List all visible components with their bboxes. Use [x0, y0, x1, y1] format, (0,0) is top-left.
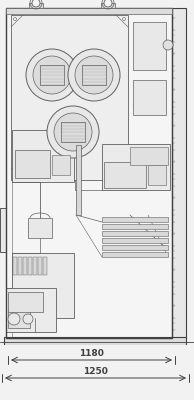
Bar: [12, 130, 74, 182]
Bar: [6, 288, 56, 332]
Bar: [28, 218, 52, 238]
Circle shape: [33, 56, 71, 94]
Bar: [28, 257, 32, 275]
Circle shape: [32, 0, 40, 7]
Bar: [15, 150, 50, 178]
Bar: [102, 231, 168, 236]
Bar: [102, 144, 170, 190]
Bar: [12, 253, 74, 318]
Text: 1180: 1180: [79, 349, 104, 358]
Bar: [8, 310, 30, 328]
Bar: [102, 252, 168, 257]
Circle shape: [104, 0, 112, 7]
Bar: [102, 224, 168, 229]
Bar: [101, 3, 115, 8]
Circle shape: [75, 56, 113, 94]
Bar: [8, 292, 43, 312]
Bar: [102, 217, 168, 222]
Circle shape: [68, 49, 120, 101]
Bar: [33, 257, 37, 275]
Bar: [102, 245, 168, 250]
Bar: [40, 65, 64, 85]
Bar: [4, 337, 186, 348]
Bar: [0, 208, 6, 252]
Bar: [6, 8, 172, 338]
Bar: [23, 257, 27, 275]
Bar: [29, 3, 43, 8]
Bar: [13, 257, 17, 275]
Bar: [52, 155, 70, 175]
Bar: [38, 257, 42, 275]
Bar: [133, 80, 166, 115]
Circle shape: [8, 313, 20, 325]
Circle shape: [47, 106, 99, 158]
Circle shape: [23, 314, 33, 324]
Bar: [6, 8, 172, 14]
Bar: [61, 122, 85, 142]
Bar: [82, 65, 106, 85]
Bar: [43, 257, 47, 275]
Bar: [6, 8, 172, 338]
Bar: [104, 162, 146, 188]
Text: 1250: 1250: [83, 367, 108, 376]
Bar: [0, 345, 194, 400]
Bar: [102, 238, 168, 243]
Bar: [133, 22, 166, 70]
Bar: [18, 257, 22, 275]
Bar: [148, 165, 166, 185]
Bar: [172, 8, 186, 338]
Circle shape: [26, 49, 78, 101]
Bar: [130, 147, 168, 165]
Circle shape: [163, 40, 173, 50]
Circle shape: [54, 113, 92, 151]
Bar: [76, 145, 81, 215]
Bar: [11, 15, 128, 180]
